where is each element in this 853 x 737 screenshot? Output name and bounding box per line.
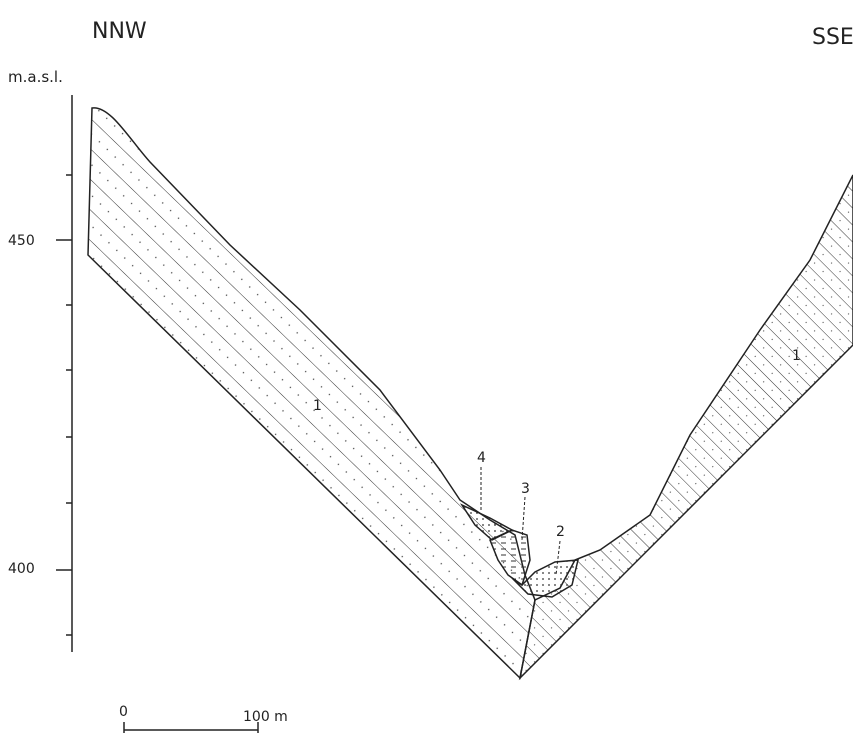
deposit-2 <box>511 559 579 598</box>
deposit-3 <box>489 529 531 587</box>
unit-label: 1 <box>792 348 801 364</box>
scale-start: 0 <box>119 704 128 720</box>
unit-label: 1 <box>313 398 322 414</box>
elevation-axis <box>56 95 73 652</box>
scale-bar <box>123 722 259 733</box>
scale-end: 100 m <box>243 709 288 725</box>
leader <box>555 540 561 576</box>
elevation-label: 450 <box>8 233 35 249</box>
unit-label: 4 <box>477 450 486 466</box>
axis-unit: m.a.s.l. <box>8 68 63 86</box>
elevation-label: 400 <box>8 561 35 577</box>
bedrock-left <box>87 107 536 680</box>
unit-label: 2 <box>556 524 565 540</box>
direction-right: SSE <box>812 25 853 50</box>
leader-lines <box>480 467 561 576</box>
unit-label: 3 <box>521 481 530 497</box>
direction-left: NNW <box>92 19 147 44</box>
leader <box>521 496 526 541</box>
bedrock-right <box>518 174 853 681</box>
